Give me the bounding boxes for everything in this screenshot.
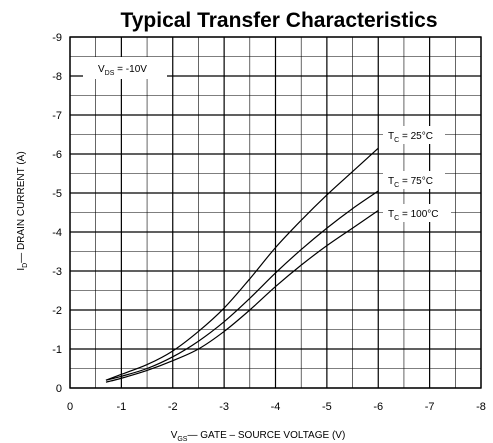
x-tick-label: -6 [373, 401, 383, 413]
x-axis-label-rest: — GATE – SOURCE VOLTAGE (V) [187, 430, 345, 441]
series-label-bg-75 [383, 171, 445, 189]
y-axis-label: ID— DRAIN CURRENT (A) [16, 151, 29, 270]
y-axis-label-sub: D [22, 263, 29, 268]
x-tick-label: -5 [322, 401, 332, 413]
y-tick-label: -7 [52, 110, 62, 122]
vds-annotation-box [83, 57, 167, 79]
y-tick-label: -6 [52, 149, 62, 161]
series-label-25c-sub: C [394, 137, 399, 144]
x-tick-label: -2 [168, 401, 178, 413]
y-tick-label: -1 [52, 344, 62, 356]
y-axis-label-rest: — DRAIN CURRENT (A) [16, 151, 27, 262]
y-tick-label: -2 [52, 305, 62, 317]
series-labels: TC = 25°C TC = 75°C TC = 100°C [383, 126, 451, 222]
x-tick-label: -7 [425, 401, 435, 413]
vds-annotation-rest: = -10V [114, 64, 147, 75]
vds-annotation-main: V [98, 64, 105, 75]
y-tick-label: -9 [52, 32, 62, 44]
series-label-bg-100 [383, 204, 451, 222]
y-tick-label: -5 [52, 188, 62, 200]
x-tick-label: 0 [67, 401, 73, 413]
series-label-25c: TC = 25°C [388, 131, 433, 144]
curve-25c [105, 147, 379, 381]
vds-annotation-sub: DS [105, 70, 115, 77]
series-label-75c-sub: C [394, 182, 399, 189]
x-tick-label: -4 [271, 401, 281, 413]
y-tick-label: -4 [52, 227, 62, 239]
plot-frame [69, 36, 482, 389]
x-tick-label: -8 [476, 401, 486, 413]
curve-100c [105, 210, 379, 383]
series-label-100c: TC = 100°C [388, 209, 438, 222]
series-label-25c-rest: = 25°C [399, 131, 433, 142]
vds-annotation: VDS = -10V [98, 64, 147, 77]
series-label-100c-sub: C [394, 215, 399, 222]
x-axis-label-sub: GS [177, 436, 187, 443]
x-tick-label: -1 [116, 401, 126, 413]
series-label-100c-rest: = 100°C [399, 209, 438, 220]
plot-curves [105, 147, 379, 383]
series-label-75c-main: T [388, 176, 394, 187]
series-label-bg-25 [383, 126, 445, 144]
curve-75c [105, 190, 379, 381]
x-axis-label-main: V [171, 430, 178, 441]
series-label-25c-main: T [388, 131, 394, 142]
x-axis-label: VGS— GATE – SOURCE VOLTAGE (V) [171, 430, 346, 443]
y-tick-label: 0 [56, 383, 62, 395]
y-axis-ticks: 0 -1 -2 -3 -4 -5 -6 -7 -8 -9 [52, 32, 62, 395]
x-tick-label: -3 [219, 401, 229, 413]
series-label-75c-rest: = 75°C [399, 176, 433, 187]
series-label-100c-main: T [388, 209, 394, 220]
chart-title: Typical Transfer Characteristics [120, 9, 437, 32]
y-tick-label: -8 [52, 71, 62, 83]
y-tick-label: -3 [52, 266, 62, 278]
y-axis-label-main: I [16, 268, 27, 271]
x-axis-ticks: 0 -1 -2 -3 -4 -5 -6 -7 -8 [67, 401, 486, 413]
series-label-75c: TC = 75°C [388, 176, 433, 189]
